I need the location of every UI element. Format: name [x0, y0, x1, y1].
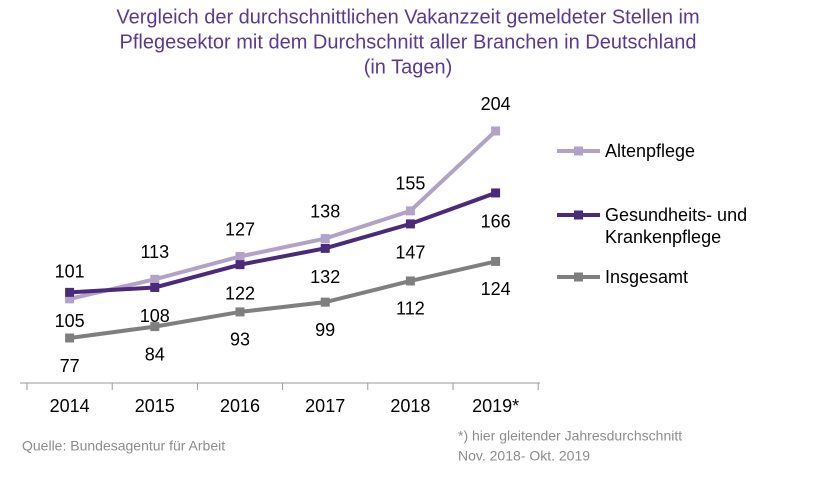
marker [320, 234, 330, 244]
data-label: 155 [395, 174, 425, 194]
data-label: 99 [315, 320, 335, 340]
data-label: 113 [140, 242, 169, 262]
data-label: 122 [225, 283, 255, 303]
chart-title: (in Tagen) [364, 56, 453, 78]
x-tick-label: 2018 [390, 396, 430, 416]
x-tick-label: 2015 [135, 396, 175, 416]
footnote: Nov. 2018- Okt. 2019 [458, 448, 590, 464]
data-label: 138 [310, 201, 340, 221]
marker [150, 274, 160, 284]
data-label: 84 [145, 344, 165, 364]
data-label: 112 [396, 299, 425, 319]
data-label: 132 [310, 267, 340, 287]
x-tick-label: 2016 [220, 396, 260, 416]
data-label: 108 [140, 306, 170, 326]
marker [235, 252, 245, 262]
legend-marker [574, 272, 583, 282]
marker [65, 333, 75, 343]
marker [491, 126, 501, 136]
marker [491, 188, 501, 198]
marker [65, 294, 75, 304]
data-label: 124 [481, 279, 511, 299]
marker [491, 256, 501, 266]
marker [235, 260, 245, 270]
data-label: 127 [225, 219, 255, 239]
marker [235, 307, 245, 317]
marker [65, 287, 75, 297]
data-label: 204 [481, 94, 511, 114]
legend-label: Insgesamt [605, 267, 689, 287]
data-label: 93 [230, 330, 250, 350]
chart-title: Pflegesektor mit dem Durchschnitt aller … [120, 31, 697, 53]
marker [405, 276, 415, 286]
series-line [69, 259, 497, 340]
footnote: *) hier gleitender Jahresdurchschnitt [458, 428, 682, 444]
series-line [69, 129, 497, 301]
legend-label: Gesundheits- und Krankenpflege [605, 205, 748, 247]
data-label: 105 [55, 311, 85, 331]
marker [320, 243, 330, 253]
data-label: 147 [395, 243, 425, 263]
source-note: Quelle: Bundesagentur für Arbeit [22, 438, 225, 454]
x-tick-label: 2017 [305, 396, 345, 416]
legend-label: Altenpflege [605, 141, 696, 161]
legend-marker [574, 210, 583, 220]
series-line [69, 191, 497, 295]
legend-marker [574, 146, 583, 156]
x-tick-label: 2014 [50, 396, 90, 416]
marker [320, 297, 330, 307]
data-label: 101 [55, 262, 85, 282]
chart-title: Vergleich der durchschnittlichen Vakanzz… [116, 6, 699, 28]
x-tick-label: 2019* [472, 396, 519, 416]
data-label: 166 [481, 212, 511, 232]
marker [405, 219, 415, 229]
marker [405, 206, 415, 216]
marker [150, 322, 160, 332]
marker [150, 282, 160, 292]
data-label: 77 [60, 356, 80, 376]
